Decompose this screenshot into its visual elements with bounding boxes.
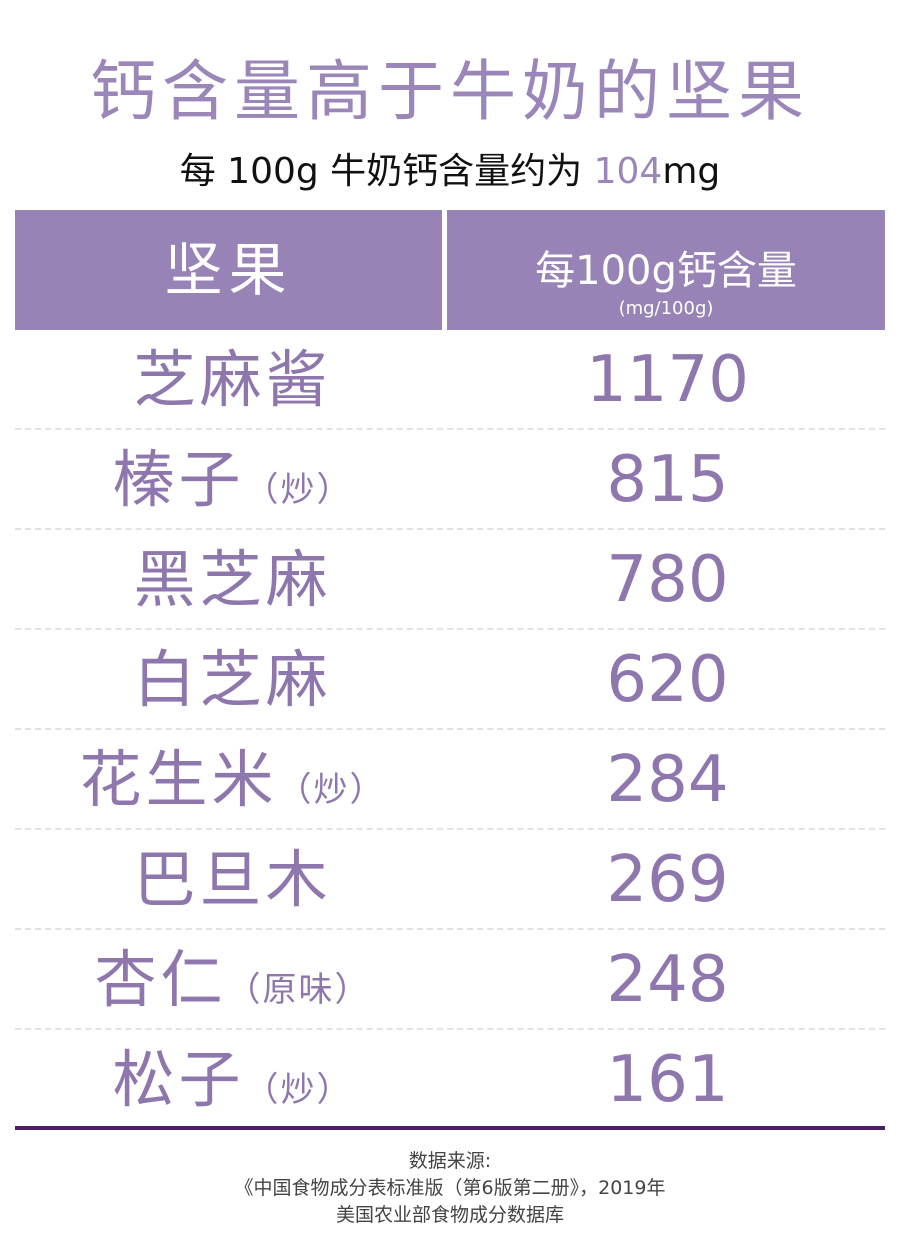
- calcium-value: 284: [606, 743, 729, 817]
- nut-note: （炒）: [244, 470, 353, 510]
- calcium-value: 248: [606, 943, 729, 1017]
- nut-name: 白芝麻: [15, 630, 450, 730]
- nut-name-text: 白芝麻: [133, 643, 332, 716]
- table-row: 巴旦木 269: [15, 830, 885, 930]
- nut-note: （原味）: [226, 970, 371, 1010]
- milk-calcium-value: 104: [593, 151, 663, 192]
- header-calcium-unit: (mg/100g): [618, 298, 714, 319]
- data-source: 数据来源: 《中国食物成分表标准版（第6版第二册》，2019年 美国农业部食物成…: [0, 1148, 900, 1229]
- page-title: 钙含量高于牛奶的坚果: [90, 53, 810, 130]
- nut-name: 巴旦木: [15, 830, 450, 930]
- nut-name-text: 巴旦木: [133, 843, 332, 916]
- nut-name-text: 榛子: [112, 443, 245, 516]
- table-header: 坚果 每100g钙含量 (mg/100g): [15, 210, 885, 330]
- nut-name-text: 黑芝麻: [133, 543, 332, 616]
- calcium-value: 780: [606, 543, 729, 617]
- calcium-value: 161: [606, 1043, 729, 1117]
- calcium-value: 269: [606, 843, 729, 917]
- table-row: 杏仁（原味） 248: [15, 930, 885, 1030]
- calcium-value: 815: [606, 443, 729, 517]
- nut-name-text: 杏仁: [94, 943, 227, 1016]
- source-2: 美国农业部食物成分数据库: [335, 1204, 564, 1226]
- nut-name: 花生米（炒）: [15, 730, 450, 830]
- nut-note: （炒）: [277, 770, 386, 810]
- nut-name-text: 花生米: [79, 743, 278, 816]
- nut-name: 黑芝麻: [15, 530, 450, 630]
- subtitle: 每 100g 牛奶钙含量约为 104mg: [0, 142, 900, 194]
- header-nut: 坚果: [15, 210, 442, 330]
- nut-name: 杏仁（原味）: [15, 930, 450, 1030]
- nut-name: 榛子（炒）: [15, 430, 450, 530]
- calcium-value: 1170: [586, 343, 749, 417]
- table-row: 白芝麻 620: [15, 630, 885, 730]
- subtitle-prefix: 每 100g 牛奶钙含量约为: [179, 151, 594, 192]
- header-calcium-label: 每100g钙含量: [535, 248, 797, 294]
- table-row: 花生米（炒） 284: [15, 730, 885, 830]
- table-body: 芝麻酱 1170 榛子（炒） 815 黑芝麻 780 白芝麻 620 花生米（炒） 284 巴旦木 2…: [15, 330, 885, 1130]
- nut-name: 芝麻酱: [15, 330, 450, 430]
- table-row: 松子（炒） 161: [15, 1030, 885, 1130]
- nut-note: （炒）: [244, 1070, 353, 1110]
- nut-name: 松子（炒）: [15, 1030, 450, 1130]
- subtitle-unit: mg: [662, 151, 721, 192]
- nut-name-text: 松子: [112, 1043, 245, 1116]
- header-calcium: 每100g钙含量 (mg/100g): [447, 210, 885, 330]
- table-row: 榛子（炒） 815: [15, 430, 885, 530]
- table-row: 黑芝麻 780: [15, 530, 885, 630]
- source-label: 数据来源:: [408, 1150, 492, 1172]
- calcium-value: 620: [606, 643, 729, 717]
- table-row: 芝麻酱 1170: [15, 330, 885, 430]
- nut-name-text: 芝麻酱: [133, 343, 332, 416]
- source-1: 《中国食物成分表标准版（第6版第二册》，2019年: [234, 1177, 666, 1199]
